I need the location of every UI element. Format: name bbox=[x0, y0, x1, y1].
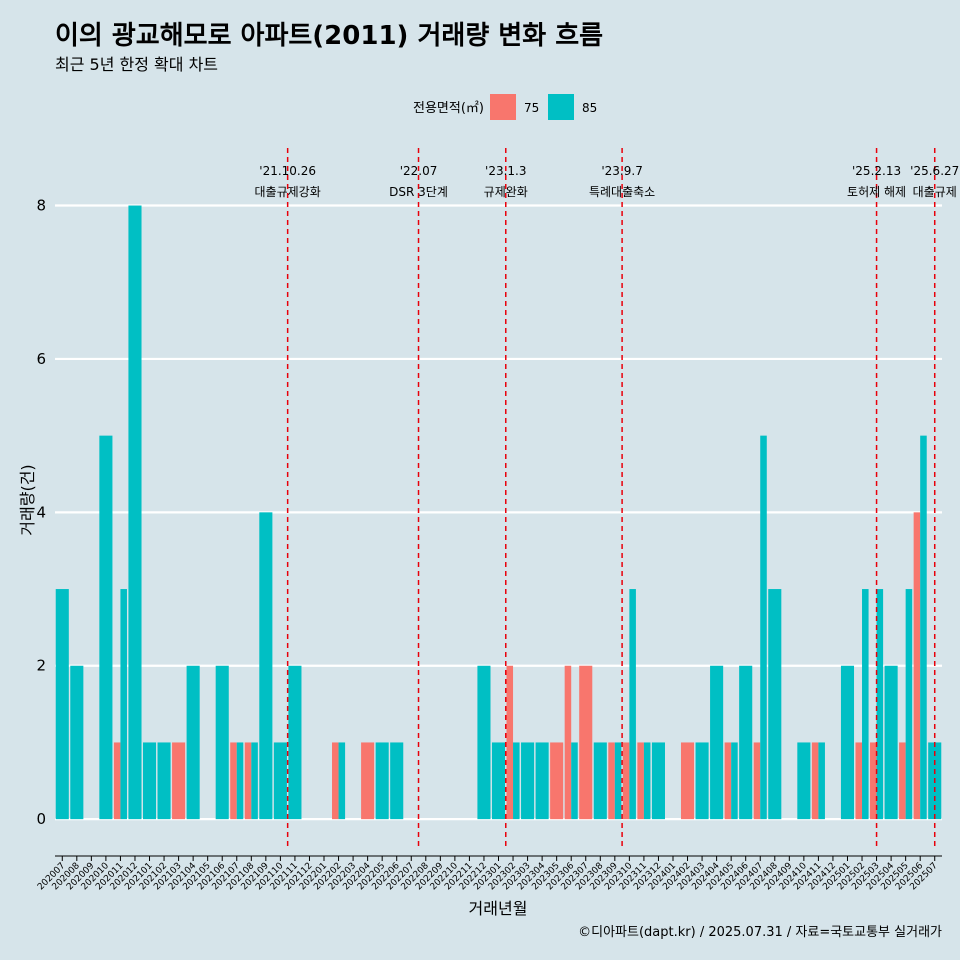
legend-label-75: 75 bbox=[524, 101, 539, 115]
bar-202111-85 bbox=[288, 665, 302, 820]
bar-202012-85 bbox=[128, 205, 142, 820]
bar-202304-85 bbox=[535, 742, 549, 820]
legend-label-85: 85 bbox=[582, 101, 597, 115]
bar-202107-75 bbox=[230, 742, 237, 820]
bar-202310-85 bbox=[629, 589, 636, 820]
bar-202505-75 bbox=[899, 742, 906, 820]
bar-202103-75 bbox=[172, 742, 186, 820]
bar-202306-85 bbox=[571, 742, 578, 820]
x-axis-title: 거래년월 bbox=[469, 899, 528, 918]
chart-subtitle: 최근 5년 한정 확대 차트 bbox=[55, 55, 218, 74]
bar-202107-85 bbox=[236, 742, 244, 820]
bar-202311-75 bbox=[637, 742, 644, 820]
y-tick-label-4: 4 bbox=[36, 503, 46, 521]
bar-202309-85 bbox=[614, 742, 622, 820]
bar-202308-85 bbox=[593, 742, 607, 820]
event-date-4: '25.2.13 bbox=[852, 164, 901, 178]
y-tick-label-2: 2 bbox=[36, 657, 46, 675]
bar-202206-85 bbox=[390, 742, 404, 820]
bars bbox=[55, 205, 942, 820]
bar-202403-85 bbox=[695, 742, 709, 820]
bar-202309-75 bbox=[608, 742, 615, 820]
bar-202306-75 bbox=[564, 665, 572, 820]
y-tick-label-6: 6 bbox=[36, 350, 46, 368]
bar-202303-85 bbox=[521, 742, 535, 820]
event-label-1: DSR 3단계 bbox=[389, 185, 448, 199]
bar-202011-85 bbox=[120, 589, 127, 820]
bar-202502-85 bbox=[862, 589, 869, 820]
x-axis: 2020072020082020092020102020112020122021… bbox=[36, 855, 942, 892]
event-date-2: '23.1.3 bbox=[485, 164, 526, 178]
event-date-3: '23.9.7 bbox=[601, 164, 642, 178]
bar-202007-85 bbox=[55, 589, 69, 820]
event-label-5: 대출규제 bbox=[913, 185, 957, 199]
event-label-0: 대출규제강화 bbox=[255, 185, 321, 199]
bar-202305-75 bbox=[550, 742, 564, 820]
bar-202311-85 bbox=[643, 742, 651, 820]
bar-202411-75 bbox=[811, 742, 819, 820]
event-date-0: '21.10.26 bbox=[259, 164, 316, 178]
bar-202108-75 bbox=[244, 742, 252, 820]
bar-202102-85 bbox=[157, 742, 171, 820]
bar-202504-85 bbox=[884, 665, 898, 820]
bar-202108-85 bbox=[251, 742, 258, 820]
bar-202404-85 bbox=[710, 665, 724, 820]
event-label-4: 토허제 해제 bbox=[847, 185, 906, 199]
bar-202101-85 bbox=[142, 742, 157, 820]
chart-title: 이의 광교해모로 아파트(2011) 거래량 변화 흐름 bbox=[55, 21, 603, 51]
legend: 전용면적(㎡) 75 85 bbox=[413, 94, 597, 120]
bar-202408-85 bbox=[768, 589, 782, 820]
bar-202407-75 bbox=[753, 742, 761, 820]
bar-202410-85 bbox=[797, 742, 811, 820]
event-label-2: 규제완화 bbox=[484, 185, 528, 199]
bar-202104-85 bbox=[186, 665, 200, 820]
caption: ©디아파트(dapt.kr) / 2025.07.31 / 자료=국토교통부 실… bbox=[578, 925, 942, 940]
bar-202205-85 bbox=[375, 742, 389, 820]
event-lines: '21.10.26 대출규제강화 '22.07 DSR 3단계 '23.1.3 규제완화 '… bbox=[255, 148, 959, 846]
bar-202503-75 bbox=[870, 742, 877, 820]
bar-202402-75 bbox=[680, 742, 695, 820]
bar-202503-85 bbox=[876, 589, 884, 820]
bar-202212-85 bbox=[477, 665, 491, 820]
bar-202407-85 bbox=[760, 435, 767, 820]
legend-swatch-85 bbox=[548, 94, 574, 120]
bar-202110-85 bbox=[273, 742, 287, 820]
bar-202302-75 bbox=[506, 665, 514, 820]
bar-202106-85 bbox=[215, 665, 229, 820]
bar-202011-75 bbox=[113, 742, 121, 820]
y-axis: 0 2 4 6 8 bbox=[36, 197, 46, 829]
bar-202310-75 bbox=[622, 742, 630, 820]
legend-title: 전용면적(㎡) bbox=[413, 101, 484, 116]
bar-202302-85 bbox=[513, 742, 520, 820]
bar-202109-85 bbox=[259, 512, 273, 820]
y-axis-title: 거래량(건) bbox=[18, 464, 37, 535]
bar-202506-85 bbox=[920, 435, 927, 820]
event-label-3: 특례대출축소 bbox=[589, 185, 655, 199]
bar-202406-85 bbox=[739, 665, 753, 820]
bar-202506-75 bbox=[913, 512, 921, 820]
bar-202502-75 bbox=[855, 742, 863, 820]
bar-202008-85 bbox=[70, 665, 84, 820]
y-tick-label-8: 8 bbox=[36, 197, 46, 215]
bar-202405-85 bbox=[731, 742, 738, 820]
bar-202501-85 bbox=[840, 665, 855, 820]
y-tick-label-0: 0 bbox=[36, 810, 46, 828]
bar-202411-85 bbox=[818, 742, 825, 820]
bar-202202-75 bbox=[332, 742, 339, 820]
grid bbox=[55, 204, 942, 821]
bar-202307-75 bbox=[579, 665, 593, 820]
event-date-5: '25.6.27 bbox=[910, 164, 959, 178]
bar-202010-85 bbox=[99, 435, 113, 820]
bar-202505-85 bbox=[905, 589, 913, 820]
bar-202204-75 bbox=[361, 742, 375, 820]
event-date-1: '22.07 bbox=[400, 164, 438, 178]
bar-202312-85 bbox=[651, 742, 665, 820]
bar-202202-85 bbox=[338, 742, 346, 820]
bar-202405-75 bbox=[724, 742, 732, 820]
legend-swatch-75 bbox=[490, 94, 516, 120]
bar-202301-85 bbox=[491, 742, 506, 820]
